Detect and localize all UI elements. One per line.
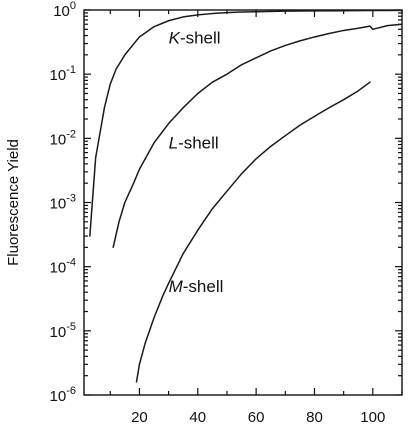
series-label-0: K-shell (169, 29, 221, 48)
series-label-1: L-shell (169, 133, 219, 152)
x-tick-label: 60 (248, 409, 265, 426)
series-line-0 (89, 9, 403, 237)
x-tick-label: 20 (131, 409, 148, 426)
y-tick-label: 10-4 (50, 257, 76, 277)
y-tick-label: 100 (53, 0, 76, 20)
y-tick-label: 10-3 (50, 193, 76, 213)
axis-ticks: 100 10-1 10-2 10-3 10-4 10-5 10-6 20 40 60 80 100 (50, 0, 403, 426)
x-tick-label: 100 (360, 409, 385, 426)
x-tick-label: 80 (306, 409, 323, 426)
series-label-2: M-shell (169, 277, 224, 296)
series-curves (89, 9, 403, 383)
y-axis-label: Fluorescence Yield (5, 139, 22, 266)
series-labels: K-shell L-shell M-shell (169, 29, 224, 297)
y-tick-label: 10-2 (50, 128, 76, 148)
series-line-1 (112, 23, 403, 249)
x-tick-label: 40 (189, 409, 206, 426)
series-line-2 (135, 81, 371, 383)
plot-frame (83, 9, 403, 396)
y-tick-label: 10-1 (50, 64, 76, 84)
y-tick-label: 10-5 (50, 321, 76, 341)
y-tick-label: 10-6 (50, 385, 76, 405)
